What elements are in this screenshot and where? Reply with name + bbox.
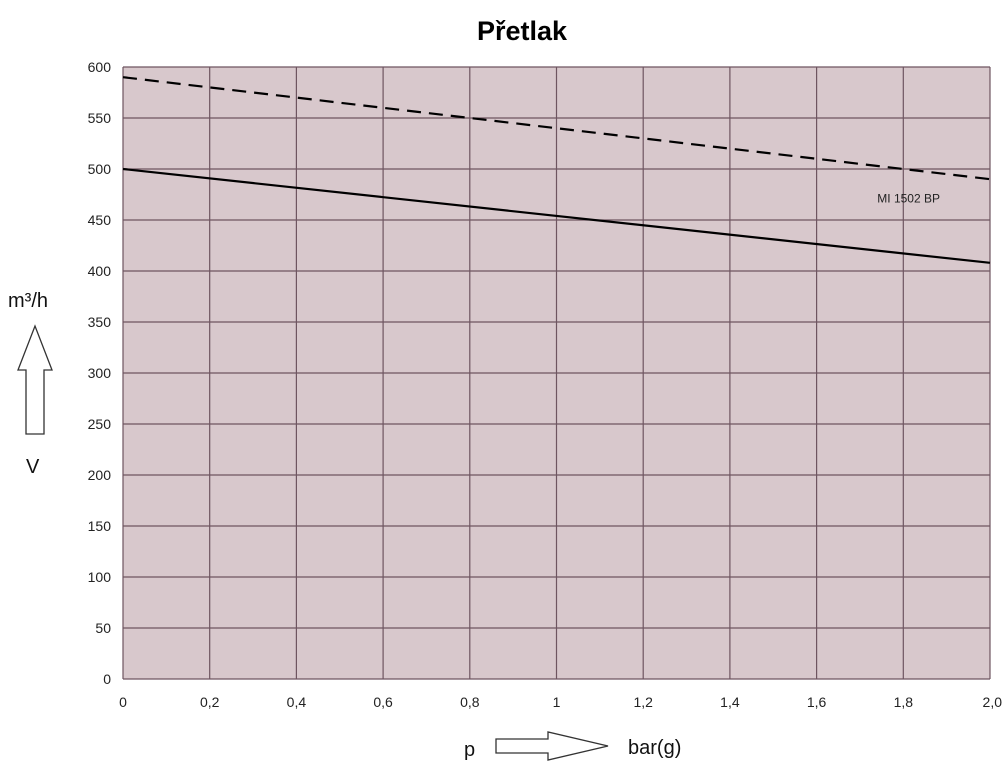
x-axis-arrow (495, 731, 609, 761)
series-labels: MI 1502 BP (877, 192, 940, 206)
x-tick-label: 2,0 (983, 694, 1003, 710)
x-axis-unit-label: bar(g) (628, 737, 681, 759)
x-tick-label: 1,6 (807, 694, 827, 710)
y-tick-label: 200 (88, 467, 112, 483)
chart-title: Přetlak (477, 16, 568, 46)
x-tick-label: 1,4 (720, 694, 740, 710)
y-axis-arrow (17, 324, 53, 435)
series-line-solid (122, 167, 991, 264)
x-axis-symbol-label: p (464, 739, 475, 761)
series-name-label: MI 1502 BP (877, 192, 940, 206)
grid (122, 66, 991, 680)
y-tick-label: 600 (88, 59, 112, 75)
x-tick-label: 1 (553, 694, 561, 710)
y-tick-label: 450 (88, 212, 112, 228)
y-tick-label: 100 (88, 569, 112, 585)
y-axis-symbol-label: V (26, 456, 40, 478)
y-tick-label: 0 (103, 671, 111, 687)
y-tick-label: 150 (88, 518, 112, 534)
x-tick-label: 0,2 (200, 694, 220, 710)
x-tick-label: 0,6 (373, 694, 393, 710)
y-tick-label: 500 (88, 161, 112, 177)
y-tick-label: 350 (88, 314, 112, 330)
x-tick-label: 1,2 (633, 694, 653, 710)
x-tick-label: 0,8 (460, 694, 480, 710)
series-line-dashed (122, 76, 991, 181)
y-tick-labels: 0 50 100 150 200 250 300 350 400 450 500 550 600 (88, 59, 112, 687)
x-tick-label: 0 (119, 694, 127, 710)
y-tick-label: 400 (88, 263, 112, 279)
x-tick-label: 0,4 (287, 694, 307, 710)
series-lines (122, 76, 991, 264)
x-tick-label: 1,8 (894, 694, 914, 710)
x-tick-labels: 0 0,2 0,4 0,6 0,8 1 1,2 1,4 1,6 1,8 2,0 (119, 694, 1002, 710)
y-axis-unit-label: m³/h (8, 290, 48, 312)
y-tick-label: 550 (88, 110, 112, 126)
y-tick-label: 300 (88, 365, 112, 381)
y-tick-label: 50 (95, 620, 111, 636)
y-tick-label: 250 (88, 416, 112, 432)
